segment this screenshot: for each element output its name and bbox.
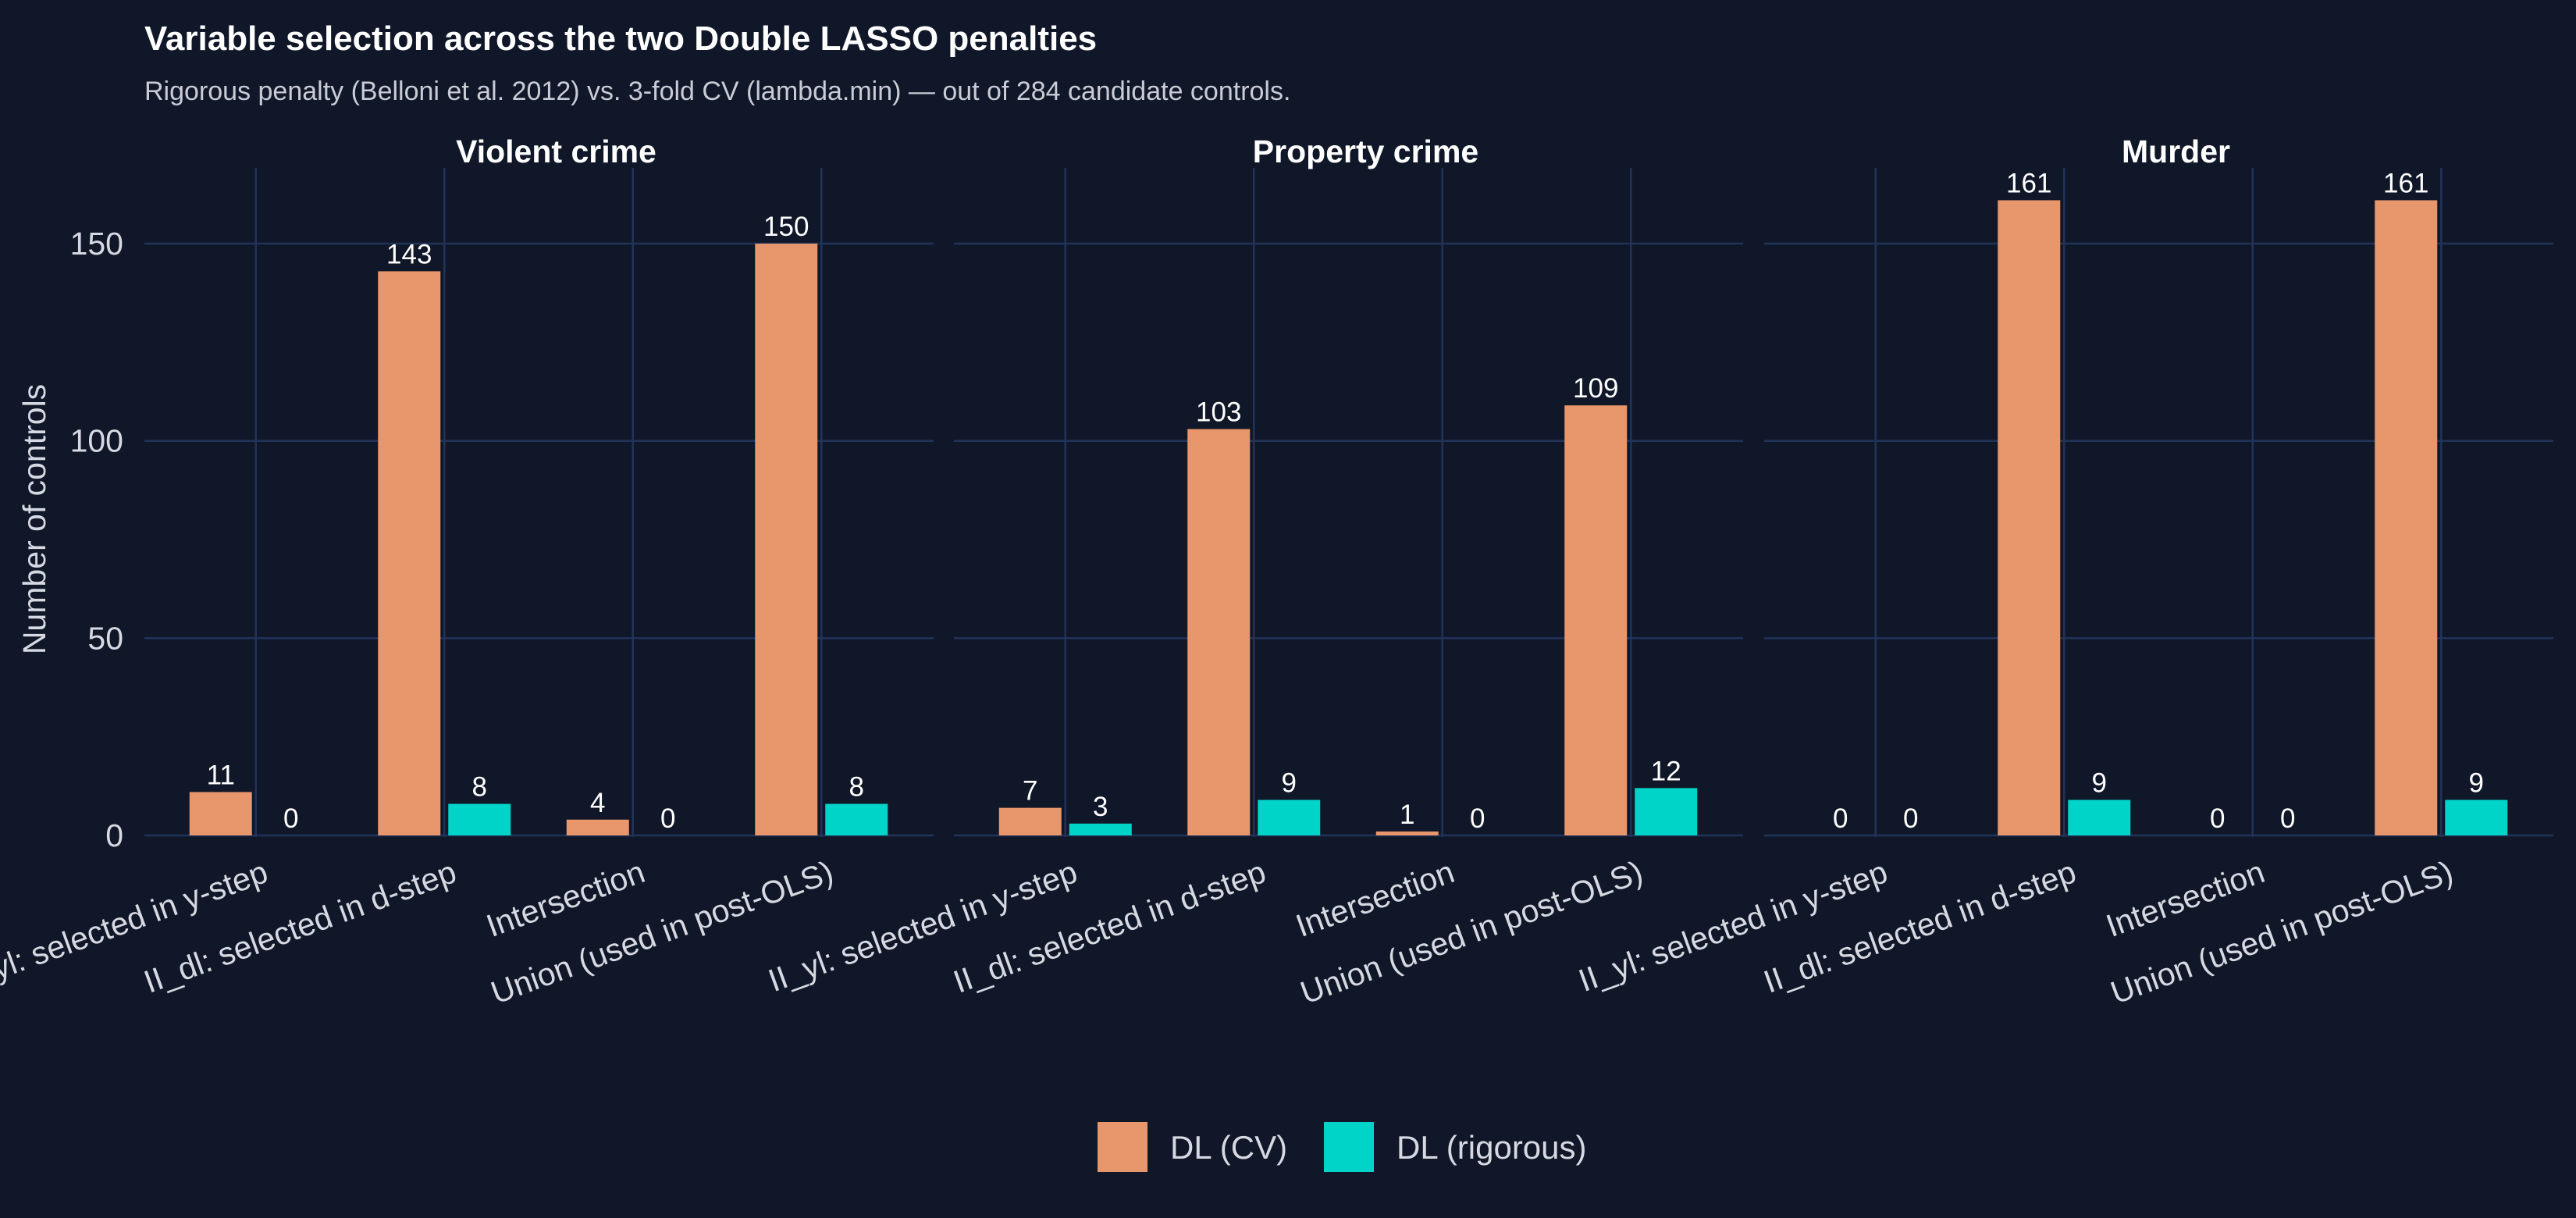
data-label: 103 — [1196, 397, 1241, 428]
facet-title: Murder — [2122, 134, 2230, 169]
bar — [2375, 200, 2438, 835]
bar — [998, 807, 1062, 835]
bar — [1998, 200, 2061, 835]
legend-swatch — [1324, 1122, 1374, 1172]
data-label: 0 — [1470, 803, 1485, 834]
data-label: 150 — [763, 212, 809, 242]
chart-title: Variable selection across the two Double… — [144, 20, 1097, 58]
legend-swatch — [1098, 1122, 1147, 1172]
x-tick-label: II_dl: selected in d-step — [948, 853, 1270, 999]
bar — [755, 244, 818, 835]
data-label: 0 — [2210, 803, 2225, 834]
data-label: 0 — [660, 803, 675, 834]
y-tick-labels: 0 50 100 150 — [70, 226, 123, 853]
y-tick-label: 150 — [70, 226, 123, 262]
legend-label: DL (rigorous) — [1397, 1129, 1587, 1166]
x-tick-label: II_dl: selected in d-step — [139, 853, 461, 999]
data-label: 4 — [590, 788, 605, 818]
data-label: 9 — [1282, 768, 1297, 799]
data-label: 8 — [472, 772, 487, 803]
y-axis-label: Number of controls — [16, 384, 52, 654]
x-tick-label: II_yl: selected in y-step — [0, 853, 272, 999]
facet-title: Property crime — [1253, 134, 1478, 169]
data-label: 0 — [1903, 803, 1918, 834]
data-label: 7 — [1023, 776, 1037, 807]
data-label: 1 — [1400, 800, 1414, 830]
bar — [1187, 429, 1251, 835]
chart-subtitle: Rigorous penalty (Belloni et al. 2012) v… — [144, 77, 1290, 106]
bar — [825, 803, 888, 835]
facet-title: Violent crime — [456, 134, 656, 169]
bar — [1069, 823, 1132, 835]
y-tick-label: 0 — [105, 817, 123, 853]
bar — [378, 271, 441, 835]
data-label: 143 — [386, 239, 432, 269]
bar — [1375, 831, 1439, 835]
bar — [1635, 788, 1698, 835]
data-label: 9 — [2469, 768, 2484, 799]
bar — [448, 803, 511, 835]
data-label: 0 — [1833, 803, 1848, 834]
data-label: 8 — [849, 772, 864, 803]
bar — [189, 792, 252, 835]
data-label: 109 — [1573, 373, 1618, 404]
data-label: 12 — [1651, 756, 1681, 786]
legend: DL (CV) DL (rigorous) — [1098, 1122, 1587, 1172]
data-label: 0 — [283, 803, 298, 834]
data-label: 161 — [2383, 168, 2428, 198]
bar — [566, 819, 629, 835]
data-label: 9 — [2092, 768, 2107, 799]
data-label: 3 — [1093, 792, 1108, 822]
bar — [2068, 800, 2131, 835]
legend-label: DL (CV) — [1170, 1129, 1287, 1166]
data-label: 11 — [207, 760, 235, 790]
bar — [1258, 800, 1321, 835]
data-label: 0 — [2280, 803, 2295, 834]
gridlines — [144, 168, 934, 837]
x-tick-label: Union (used in post-OLS) — [2106, 853, 2457, 1010]
bar — [1564, 405, 1628, 835]
x-tick-label: II_dl: selected in d-step — [1759, 853, 2080, 999]
facet-panel: Violent crime 11 143 4 150 0 8 0 8 II_yl: selecte… — [0, 134, 934, 1011]
bar — [2445, 800, 2508, 835]
y-tick-label: 50 — [87, 620, 123, 656]
data-label: 161 — [2006, 168, 2051, 198]
y-tick-label: 100 — [70, 423, 123, 459]
